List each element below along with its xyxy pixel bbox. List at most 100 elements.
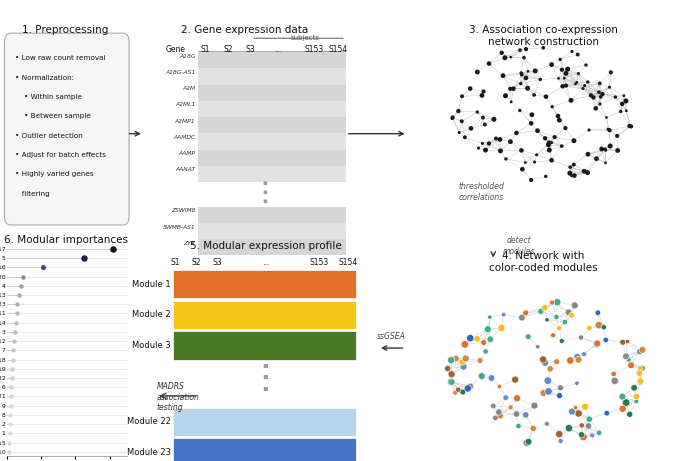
Point (615, 108, 626, 115)
Point (540, 93, 551, 100)
Point (500, 92, 511, 100)
Point (612, 147, 623, 154)
Text: S2: S2 (192, 258, 201, 267)
Point (569, 301, 580, 309)
Point (619, 92, 630, 100)
Point (551, 313, 562, 321)
Point (612, 132, 623, 140)
Point (575, 334, 586, 341)
Text: • Within sample: • Within sample (15, 94, 82, 100)
Point (622, 338, 633, 345)
Point (593, 309, 603, 316)
Point (606, 69, 616, 76)
Point (635, 378, 646, 385)
Point (519, 54, 530, 61)
Point (547, 103, 558, 111)
Point (4, 430, 15, 437)
Point (12, 301, 23, 308)
Bar (199, 117, 346, 133)
Point (617, 405, 628, 413)
Point (586, 431, 597, 439)
Point (621, 97, 632, 105)
Bar (173, 408, 356, 436)
Point (9, 337, 20, 345)
Point (597, 90, 608, 98)
Point (508, 85, 519, 93)
Point (457, 358, 468, 366)
Point (560, 82, 571, 89)
Point (484, 140, 495, 147)
Point (572, 353, 583, 361)
Point (590, 105, 601, 112)
Point (541, 420, 552, 427)
Point (462, 385, 473, 392)
Point (5, 411, 16, 419)
Point (493, 408, 504, 416)
Point (545, 365, 556, 372)
Point (505, 138, 516, 145)
Point (525, 119, 536, 127)
Point (450, 389, 461, 396)
Text: A2ML1: A2ML1 (175, 102, 195, 107)
Point (536, 307, 547, 315)
Point (495, 147, 506, 154)
Point (555, 437, 566, 444)
Point (580, 61, 591, 69)
Point (571, 379, 582, 387)
Point (451, 355, 462, 362)
Point (486, 374, 497, 382)
Text: ▪: ▪ (262, 383, 269, 392)
Point (522, 84, 533, 92)
Point (443, 365, 453, 372)
Point (526, 111, 537, 118)
Point (543, 141, 554, 148)
Text: Module 22: Module 22 (127, 417, 171, 426)
Point (582, 169, 593, 176)
Point (446, 378, 457, 385)
Text: 5WMB-AS1: 5WMB-AS1 (162, 225, 195, 230)
Point (490, 414, 501, 421)
Text: MADRS
association
testing: MADRS association testing (156, 382, 199, 412)
Text: ssGSEA: ssGSEA (377, 332, 406, 341)
Point (523, 333, 534, 340)
Point (535, 76, 546, 83)
Point (484, 326, 495, 334)
Bar (173, 270, 356, 298)
Point (595, 93, 606, 100)
Point (464, 335, 475, 342)
Point (598, 324, 609, 331)
Point (506, 98, 516, 106)
Point (586, 92, 597, 99)
Point (6, 384, 17, 391)
FancyBboxPatch shape (5, 33, 129, 225)
Point (506, 53, 516, 61)
Bar (199, 85, 346, 101)
Point (514, 107, 525, 114)
Point (582, 78, 593, 86)
Point (447, 114, 458, 122)
Point (563, 308, 574, 316)
Text: Module 1: Module 1 (132, 279, 171, 289)
Point (576, 422, 587, 429)
Point (635, 378, 646, 386)
Point (521, 411, 532, 419)
Point (569, 137, 580, 144)
Point (532, 127, 543, 134)
Point (553, 112, 564, 120)
Point (11, 310, 22, 317)
Point (511, 410, 522, 418)
Point (599, 146, 610, 153)
Point (18, 273, 29, 280)
Bar (199, 133, 346, 150)
Point (555, 56, 566, 63)
Text: ▪: ▪ (262, 360, 269, 369)
Point (566, 172, 577, 179)
Point (10, 319, 21, 326)
Point (484, 313, 495, 321)
Point (582, 151, 593, 158)
Point (538, 390, 549, 397)
Point (566, 408, 577, 415)
Point (600, 147, 611, 154)
Point (529, 402, 540, 409)
Point (532, 343, 543, 350)
